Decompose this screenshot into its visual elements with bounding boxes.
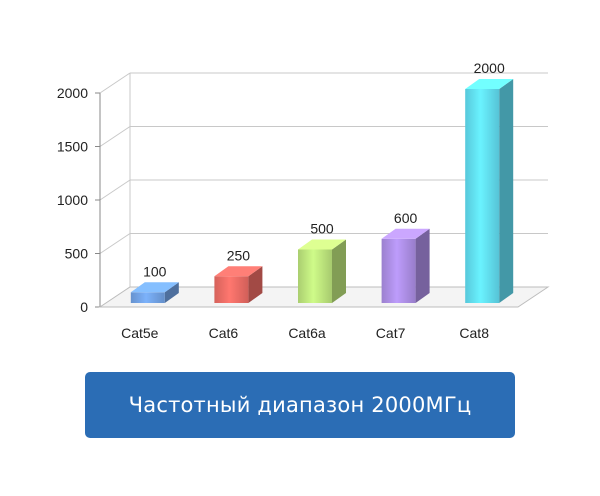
grid-diagonal: [99, 72, 131, 94]
y-tick-label: 1500: [57, 139, 88, 155]
bar-side: [415, 228, 430, 303]
data-label: 600: [394, 210, 418, 226]
x-tick-label: Cat6a: [288, 325, 326, 341]
x-tick-label: Cat5e: [121, 325, 159, 341]
bar-side: [332, 239, 346, 303]
bar-top: [381, 228, 430, 239]
bar-top: [130, 282, 179, 293]
bar-top: [214, 266, 263, 277]
data-label: 500: [310, 221, 334, 237]
bar-side: [248, 266, 263, 303]
y-tick-label: 500: [65, 246, 89, 262]
bar-layer: [130, 79, 514, 303]
y-tick-label: 1000: [57, 192, 88, 208]
grid-diagonal: [99, 126, 131, 147]
x-tick-label: Cat6: [209, 325, 239, 341]
bar: [130, 292, 165, 303]
grid-diagonal: [99, 179, 131, 201]
y-tick-label: 0: [80, 299, 88, 315]
x-tick-label: Cat8: [459, 325, 489, 341]
x-tick-label: Cat7: [376, 325, 406, 341]
data-label: 2000: [474, 60, 505, 76]
bar: [298, 249, 332, 303]
bar-side: [164, 282, 179, 303]
label-layer: 100 Cat5e 250 Cat6 500 Cat6a 600 Cat7 2000 Cat8: [121, 60, 505, 341]
bar: [214, 276, 249, 303]
bar-side: [499, 79, 514, 303]
data-label: 100: [143, 263, 167, 279]
caption-banner: Частотный диапазон 2000МГц: [85, 372, 515, 438]
data-label: 250: [227, 247, 251, 263]
banner-text: Частотный диапазон 2000МГц: [128, 393, 472, 417]
bar-top: [465, 79, 514, 89]
bar-chart: 0 500 1000 1500 2000 100 Cat5e 250 Cat6 500 Cat6a…: [57, 60, 550, 341]
y-tick-label: 2000: [57, 85, 88, 101]
bar: [465, 89, 500, 303]
grid-diagonal: [99, 233, 131, 254]
bar-top: [298, 239, 346, 250]
bar: [381, 238, 416, 303]
